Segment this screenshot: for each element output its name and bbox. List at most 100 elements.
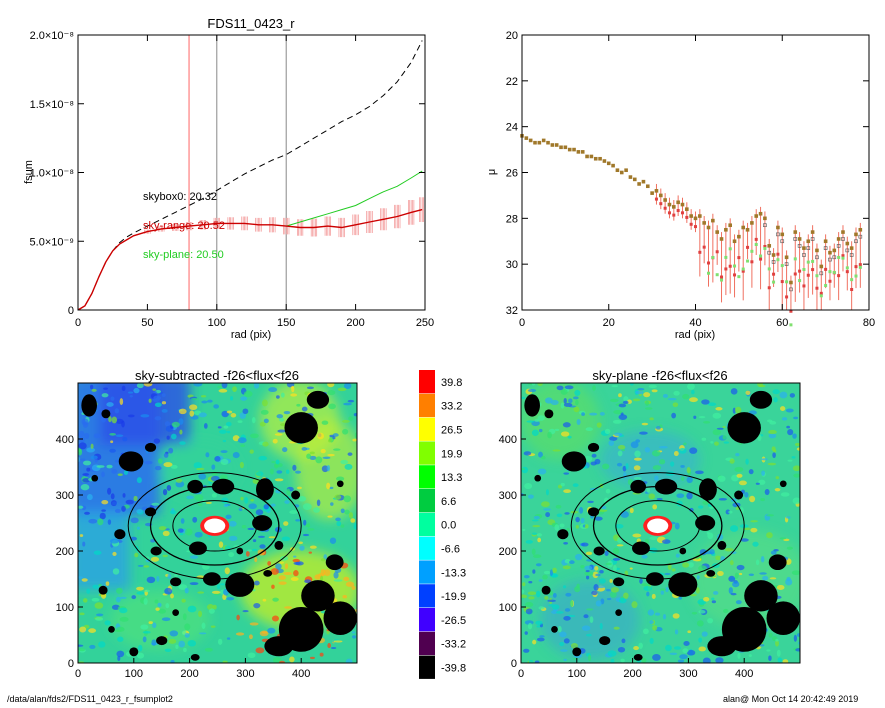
- colorbar-label: -13.3: [441, 567, 466, 579]
- masked-source: [108, 626, 115, 633]
- noise-speck: [166, 435, 170, 440]
- noise-speck: [649, 620, 654, 624]
- noise-speck: [691, 389, 695, 395]
- noise-speck: [594, 516, 603, 521]
- mu-point-green: [815, 274, 819, 278]
- noise-speck: [152, 622, 157, 629]
- noise-speck: [116, 650, 125, 658]
- noise-speck: [145, 558, 151, 563]
- noise-speck: [78, 644, 84, 647]
- noise-speck: [296, 403, 301, 407]
- mu-point-green: [802, 268, 806, 272]
- noise-speck: [775, 638, 779, 642]
- noise-speck: [573, 406, 580, 413]
- noise-speck: [162, 554, 168, 558]
- galaxy-core: [647, 518, 669, 534]
- masked-source: [144, 442, 157, 452]
- mu-point-grey: [784, 262, 789, 266]
- noise-speck: [106, 402, 114, 407]
- noise-speck: [661, 539, 671, 544]
- mu-point-red: [750, 260, 754, 264]
- noise-speck: [156, 576, 160, 582]
- mu-point: [858, 227, 863, 232]
- noise-speck: [534, 660, 540, 663]
- noise-speck: [595, 600, 602, 607]
- mu-point-green: [841, 256, 845, 260]
- noise-speck: [735, 506, 739, 511]
- noise-speck: [193, 462, 202, 469]
- noise-speck: [281, 536, 291, 542]
- masked-source: [679, 547, 687, 555]
- ytick-label: 22: [506, 76, 518, 88]
- noise-speck: [562, 585, 567, 589]
- mu-point: [706, 225, 711, 230]
- noise-speck: [532, 532, 537, 536]
- noise-speck: [327, 515, 333, 518]
- noise-speck: [538, 579, 543, 582]
- noise-speck: [274, 478, 284, 482]
- noise-speck: [587, 500, 594, 504]
- mu-point-green: [819, 294, 823, 298]
- masked-source: [264, 636, 294, 657]
- mu-point-green: [793, 257, 797, 261]
- noise-speck: [308, 551, 312, 554]
- noise-speck: [622, 465, 627, 472]
- colorbar-swatch: [419, 560, 435, 584]
- mu-ticks: 0 20 40 60 80 20 22 24 26 28 30 32: [506, 30, 875, 329]
- ytick-label: 26: [506, 168, 518, 180]
- noise-speck: [333, 579, 343, 582]
- noise-speck: [255, 509, 264, 516]
- ytick-label: 28: [506, 213, 518, 225]
- noise-speck: [218, 541, 224, 548]
- annotation-sky-plane: sky-plane: 20.50: [143, 249, 224, 261]
- noise-speck: [334, 494, 342, 500]
- mu-point-green: [789, 323, 793, 327]
- noise-speck: [590, 461, 597, 466]
- mu-point-green: [780, 264, 784, 268]
- noise-speck: [268, 536, 276, 539]
- noise-speck: [712, 429, 721, 436]
- noise-speck: [569, 560, 575, 564]
- noise-speck: [242, 408, 249, 415]
- noise-speck: [532, 554, 542, 558]
- noise-speck: [633, 476, 642, 480]
- noise-speck: [723, 441, 729, 444]
- noise-speck: [596, 422, 602, 428]
- noise-speck: [115, 418, 124, 424]
- masked-source: [274, 540, 284, 550]
- noise-speck: [560, 402, 565, 409]
- mu-point-red: [798, 269, 802, 273]
- noise-speck: [184, 587, 189, 594]
- masked-source: [91, 474, 99, 482]
- noise-speck: [283, 410, 291, 415]
- footer-timestamp: alan@ Mon Oct 14 20:42:49 2019: [723, 694, 859, 704]
- noise-speck: [613, 565, 617, 572]
- noise-speck: [538, 428, 543, 433]
- noise-speck: [290, 576, 299, 582]
- xtick-label: 250: [416, 317, 434, 329]
- noise-speck: [272, 597, 279, 602]
- noise-speck: [82, 473, 90, 476]
- noise-speck: [617, 646, 626, 653]
- noise-speck: [585, 551, 593, 556]
- noise-speck: [347, 399, 355, 403]
- noise-speck: [671, 568, 676, 572]
- noise-speck: [736, 473, 743, 478]
- noise-speck: [202, 564, 210, 570]
- noise-speck: [279, 561, 284, 564]
- noise-speck: [707, 617, 714, 624]
- masked-source: [156, 636, 168, 646]
- noise-speck: [579, 507, 584, 514]
- noise-speck: [792, 433, 797, 439]
- fsum-panel: FDS11_0423_r 0 50 100 150 200 250 0 5.0×10⁻⁹ 1.0…: [23, 16, 434, 341]
- noise-speck: [679, 654, 688, 660]
- mu-point-red: [789, 309, 793, 313]
- mu-point-red: [720, 275, 724, 279]
- masked-source: [291, 490, 301, 500]
- mu-point: [784, 255, 789, 260]
- noise-speck: [645, 407, 653, 410]
- masked-source: [557, 529, 569, 540]
- masked-source: [129, 647, 139, 657]
- noise-speck: [786, 425, 791, 429]
- noise-speck: [169, 510, 177, 515]
